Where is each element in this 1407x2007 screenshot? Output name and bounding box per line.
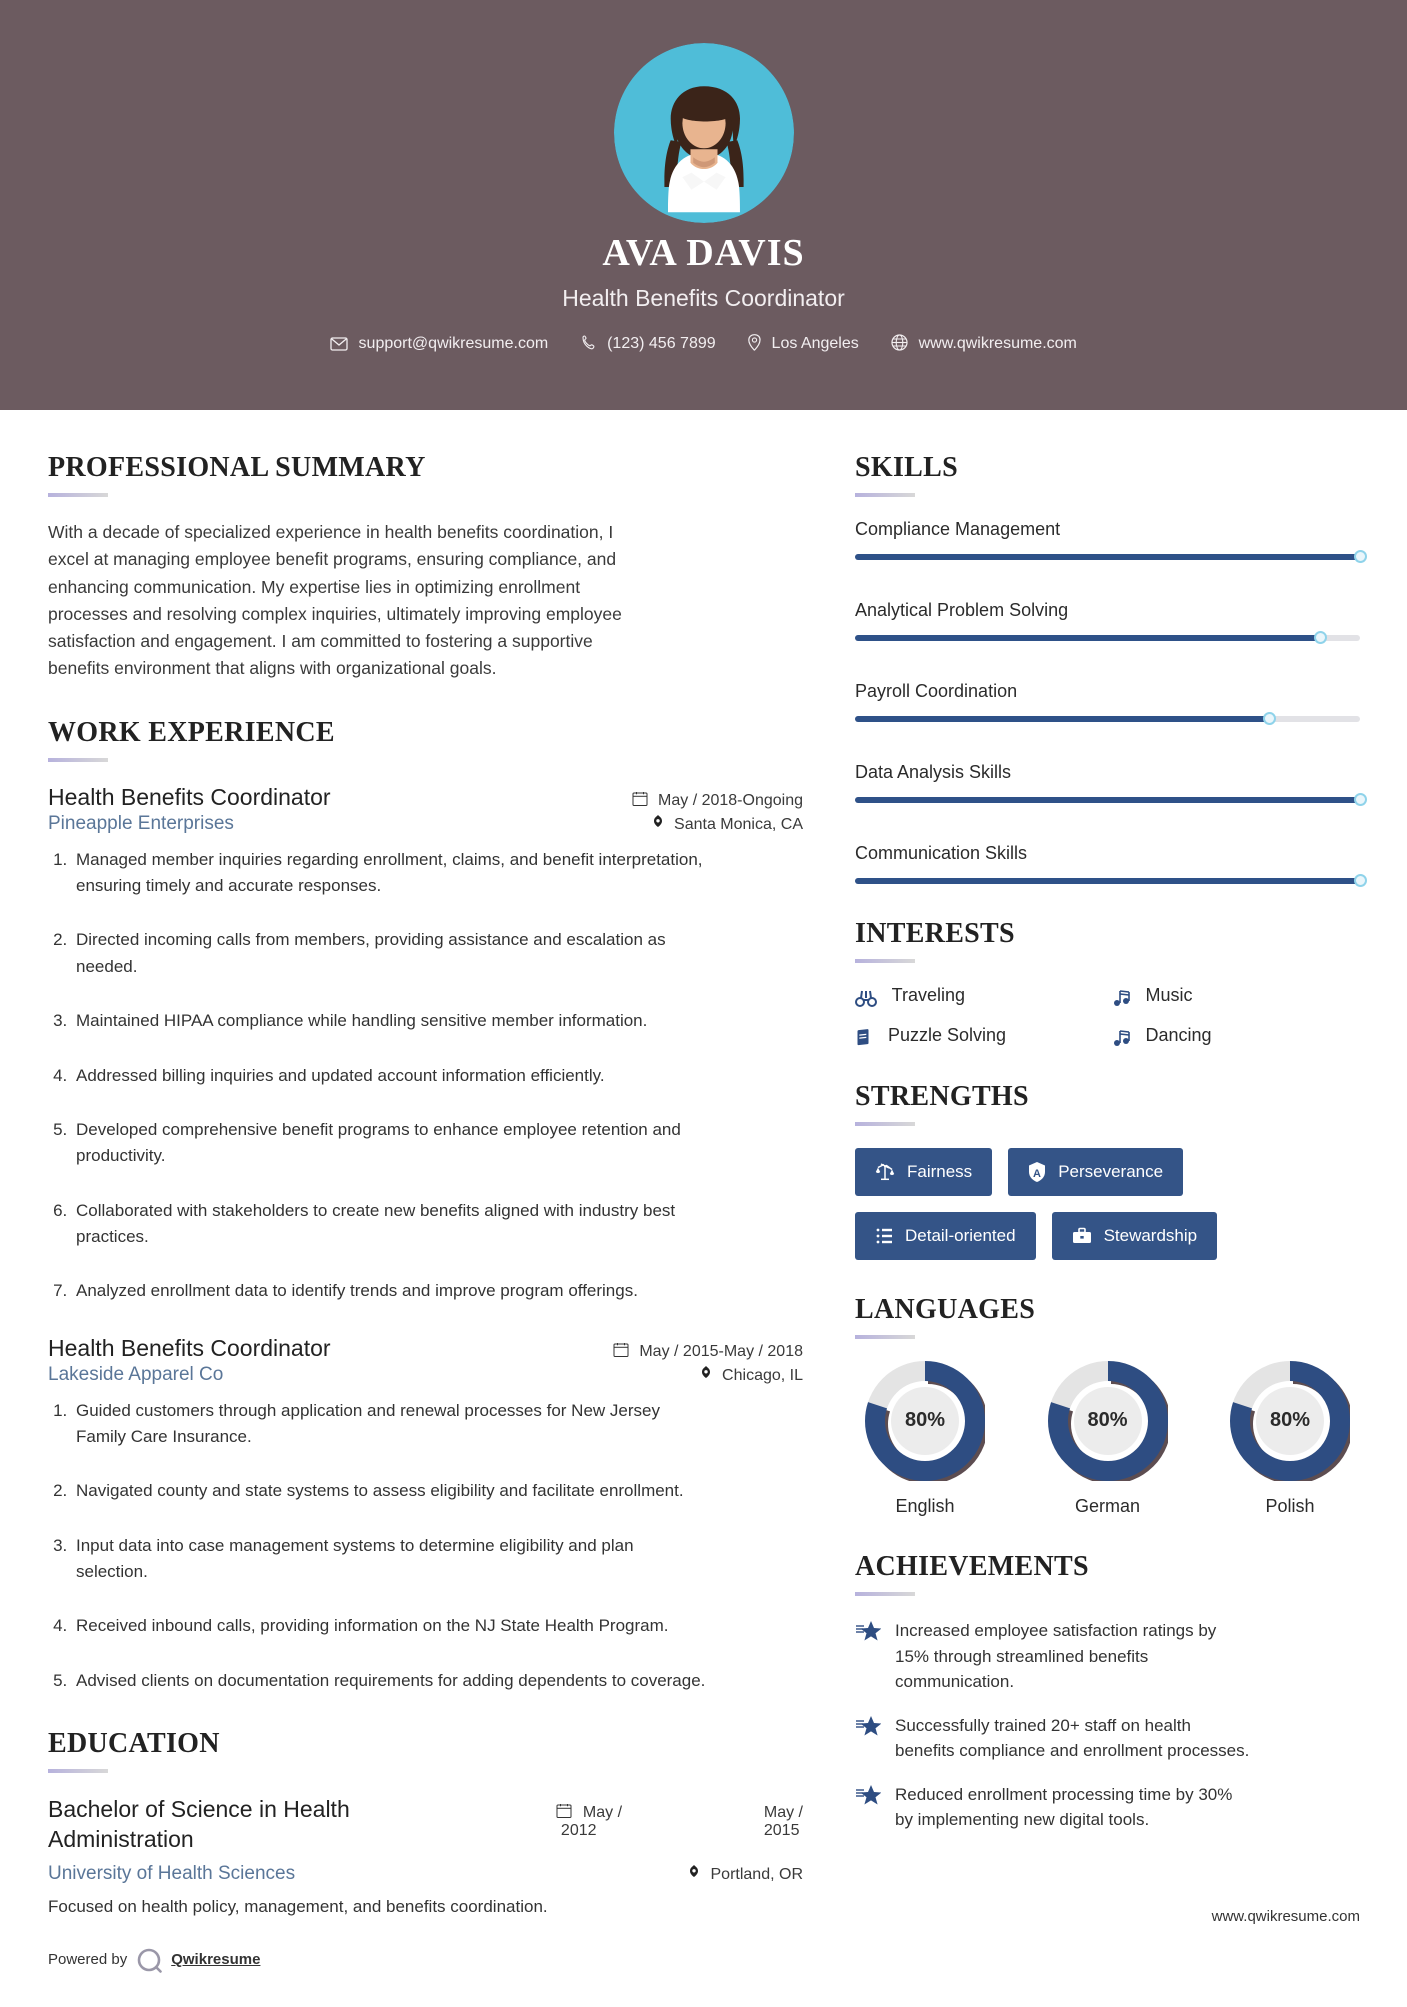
svg-text:A: A [1033, 1168, 1041, 1180]
